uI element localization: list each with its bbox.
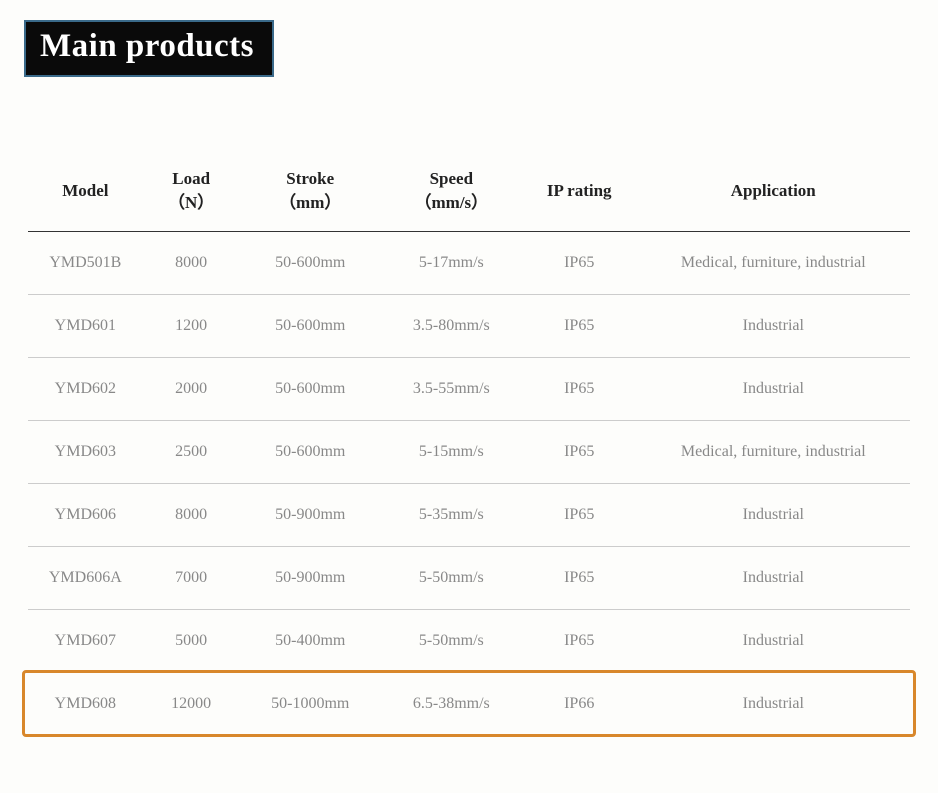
cell-stroke: 50-600mm	[240, 231, 381, 294]
col-header-model: Model	[28, 167, 143, 231]
cell-model: YMD607	[28, 609, 143, 672]
cell-load: 2000	[143, 357, 240, 420]
cell-ip: IP65	[522, 483, 637, 546]
cell-app: Industrial	[637, 483, 910, 546]
cell-ip: IP65	[522, 357, 637, 420]
cell-app: Industrial	[637, 672, 910, 735]
table-row: YMD601 1200 50-600mm 3.5-80mm/s IP65 Ind…	[28, 294, 910, 357]
col-header-stroke: Stroke （mm）	[240, 167, 381, 231]
cell-model: YMD501B	[28, 231, 143, 294]
cell-model: YMD603	[28, 420, 143, 483]
cell-ip: IP65	[522, 609, 637, 672]
col-header-app: Application	[637, 167, 910, 231]
col-header-load: Load （N）	[143, 167, 240, 231]
cell-ip: IP65	[522, 231, 637, 294]
table-row: YMD606 8000 50-900mm 5-35mm/s IP65 Indus…	[28, 483, 910, 546]
cell-load: 7000	[143, 546, 240, 609]
cell-speed: 5-50mm/s	[381, 546, 522, 609]
table-row: YMD607 5000 50-400mm 5-50mm/s IP65 Indus…	[28, 609, 910, 672]
cell-ip: IP65	[522, 294, 637, 357]
cell-app: Medical, furniture, industrial	[637, 420, 910, 483]
cell-app: Medical, furniture, industrial	[637, 231, 910, 294]
cell-ip: IP65	[522, 420, 637, 483]
cell-load: 2500	[143, 420, 240, 483]
cell-speed: 5-50mm/s	[381, 609, 522, 672]
cell-model: YMD601	[28, 294, 143, 357]
cell-load: 1200	[143, 294, 240, 357]
table-header-row: Model Load （N） Stroke （mm） Speed （mm/s） …	[28, 167, 910, 231]
cell-stroke: 50-600mm	[240, 357, 381, 420]
cell-app: Industrial	[637, 294, 910, 357]
cell-app: Industrial	[637, 546, 910, 609]
cell-stroke: 50-900mm	[240, 546, 381, 609]
cell-speed: 3.5-55mm/s	[381, 357, 522, 420]
page-title: Main products	[40, 28, 254, 64]
cell-model: YMD606	[28, 483, 143, 546]
table-row: YMD606A 7000 50-900mm 5-50mm/s IP65 Indu…	[28, 546, 910, 609]
cell-app: Industrial	[637, 609, 910, 672]
cell-stroke: 50-600mm	[240, 294, 381, 357]
col-header-ip: IP rating	[522, 167, 637, 231]
cell-stroke: 50-400mm	[240, 609, 381, 672]
cell-load: 8000	[143, 483, 240, 546]
cell-ip: IP65	[522, 546, 637, 609]
cell-stroke: 50-1000mm	[240, 672, 381, 735]
products-table-wrap: Model Load （N） Stroke （mm） Speed （mm/s） …	[28, 167, 910, 735]
title-box: Main products	[24, 20, 274, 77]
cell-model: YMD608	[28, 672, 143, 735]
cell-stroke: 50-600mm	[240, 420, 381, 483]
table-body: YMD501B 8000 50-600mm 5-17mm/s IP65 Medi…	[28, 231, 910, 735]
cell-model: YMD606A	[28, 546, 143, 609]
cell-speed: 5-35mm/s	[381, 483, 522, 546]
cell-speed: 5-15mm/s	[381, 420, 522, 483]
cell-model: YMD602	[28, 357, 143, 420]
cell-load: 5000	[143, 609, 240, 672]
col-header-speed: Speed （mm/s）	[381, 167, 522, 231]
cell-load: 8000	[143, 231, 240, 294]
cell-stroke: 50-900mm	[240, 483, 381, 546]
table-row: YMD608 12000 50-1000mm 6.5-38mm/s IP66 I…	[28, 672, 910, 735]
products-table: Model Load （N） Stroke （mm） Speed （mm/s） …	[28, 167, 910, 735]
cell-speed: 3.5-80mm/s	[381, 294, 522, 357]
cell-speed: 5-17mm/s	[381, 231, 522, 294]
table-row: YMD602 2000 50-600mm 3.5-55mm/s IP65 Ind…	[28, 357, 910, 420]
cell-app: Industrial	[637, 357, 910, 420]
cell-speed: 6.5-38mm/s	[381, 672, 522, 735]
table-row: YMD501B 8000 50-600mm 5-17mm/s IP65 Medi…	[28, 231, 910, 294]
table-row: YMD603 2500 50-600mm 5-15mm/s IP65 Medic…	[28, 420, 910, 483]
cell-ip: IP66	[522, 672, 637, 735]
cell-load: 12000	[143, 672, 240, 735]
